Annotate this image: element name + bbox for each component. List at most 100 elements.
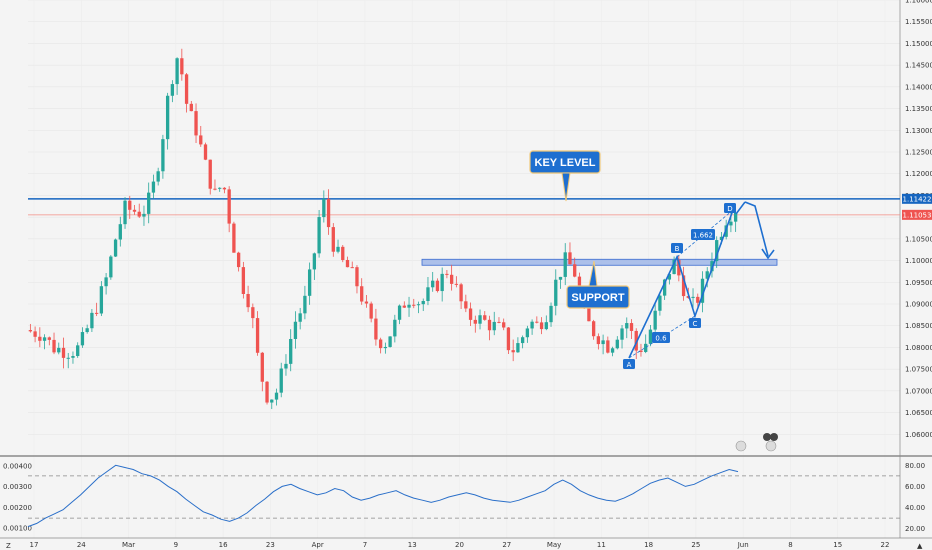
candle-body[interactable] — [440, 273, 444, 292]
candle-body[interactable] — [412, 304, 416, 306]
candle-body[interactable] — [393, 319, 397, 337]
candle-body[interactable] — [147, 192, 151, 214]
candle-body[interactable] — [710, 261, 714, 272]
candle-body[interactable] — [634, 330, 638, 351]
candle-body[interactable] — [610, 348, 615, 353]
candle-body[interactable] — [199, 135, 203, 145]
candle-body[interactable] — [397, 305, 402, 320]
candle-body[interactable] — [625, 323, 629, 329]
candle-body[interactable] — [454, 283, 459, 285]
candle-body[interactable] — [554, 279, 558, 306]
candle-body[interactable] — [686, 296, 690, 298]
candle-body[interactable] — [615, 339, 619, 349]
candle-body[interactable] — [284, 363, 288, 369]
candle-body[interactable] — [445, 273, 449, 275]
candle-body[interactable] — [161, 139, 165, 172]
candle-body[interactable] — [719, 236, 724, 241]
candle-body[interactable] — [525, 328, 530, 338]
point-d-marker[interactable] — [724, 203, 736, 213]
candle-body[interactable] — [331, 227, 335, 252]
candle-body[interactable] — [516, 343, 520, 353]
candle-body[interactable] — [156, 171, 160, 182]
key-level-callout[interactable]: KEY LEVEL — [529, 150, 601, 202]
candle-body[interactable] — [303, 295, 307, 314]
candle-body[interactable] — [85, 328, 89, 333]
candle-body[interactable] — [662, 279, 667, 296]
candle-body[interactable] — [194, 111, 198, 136]
candle-body[interactable] — [270, 399, 274, 403]
candle-body[interactable] — [563, 252, 567, 277]
candle-body[interactable] — [416, 304, 421, 306]
support-callout[interactable]: SUPPORT — [566, 260, 630, 309]
candle-body[interactable] — [468, 308, 473, 320]
candle-body[interactable] — [80, 332, 85, 346]
candle-body[interactable] — [407, 304, 411, 308]
candle-body[interactable] — [667, 274, 672, 280]
candle-body[interactable] — [511, 350, 515, 353]
candle-body[interactable] — [208, 159, 212, 189]
candle-body[interactable] — [449, 274, 454, 284]
time-axis[interactable]: 17 24 Mar 9 16 23 Apr 7 13 20 27 May 11 18 25 Jun 8 15 22 — [30, 541, 890, 549]
candle-body[interactable] — [478, 315, 482, 324]
candle-body[interactable] — [383, 346, 388, 349]
candle-body[interactable] — [322, 198, 326, 218]
candle-body[interactable] — [341, 246, 345, 260]
candle-body[interactable] — [502, 322, 506, 328]
candle-body[interactable] — [251, 307, 255, 319]
candle-body[interactable] — [66, 357, 70, 359]
candle-body[interactable] — [601, 340, 605, 345]
candle-body[interactable] — [180, 58, 184, 75]
candle-body[interactable] — [696, 296, 700, 303]
candle-body[interactable] — [289, 338, 293, 364]
candle-body[interactable] — [165, 95, 170, 140]
candle-body[interactable] — [644, 343, 648, 352]
candle-body[interactable] — [596, 336, 601, 345]
candle-body[interactable] — [577, 276, 582, 294]
candle-body[interactable] — [232, 223, 236, 253]
candle-body[interactable] — [535, 321, 539, 323]
candle-body[interactable] — [170, 84, 175, 96]
candle-body[interactable] — [132, 209, 137, 212]
candle-body[interactable] — [246, 293, 250, 308]
candle-body[interactable] — [61, 347, 66, 358]
candle-body[interactable] — [99, 286, 104, 314]
candle-body[interactable] — [184, 74, 189, 104]
candle-body[interactable] — [142, 213, 146, 217]
candle-body[interactable] — [568, 252, 572, 265]
candle-body[interactable] — [691, 296, 695, 298]
candle-body[interactable] — [104, 277, 108, 287]
flag-icon[interactable] — [763, 433, 771, 441]
candle-body[interactable] — [47, 337, 51, 340]
candle-body[interactable] — [255, 318, 260, 353]
candle-body[interactable] — [364, 301, 369, 304]
candle-body[interactable] — [128, 200, 132, 210]
candle-body[interactable] — [222, 187, 227, 190]
candle-body[interactable] — [274, 392, 279, 400]
candle-body[interactable] — [109, 256, 113, 278]
candle-body[interactable] — [558, 276, 563, 280]
candle-body[interactable] — [317, 217, 321, 254]
candle-body[interactable] — [549, 305, 553, 323]
candle-body[interactable] — [648, 329, 653, 344]
candle-body[interactable] — [307, 269, 312, 296]
candle-body[interactable] — [345, 259, 350, 268]
flag-icon[interactable] — [765, 440, 777, 452]
candle-body[interactable] — [137, 211, 141, 217]
candle-body[interactable] — [113, 239, 118, 257]
harmonic-pattern[interactable]: A B C D 1.662 0.6 — [623, 201, 775, 369]
candle-body[interactable] — [123, 200, 127, 225]
candle-body[interactable] — [587, 307, 591, 322]
flag-icon[interactable] — [770, 433, 778, 441]
candle-body[interactable] — [705, 271, 709, 279]
candle-body[interactable] — [336, 246, 340, 252]
candle-body[interactable] — [672, 259, 676, 275]
candle-body[interactable] — [241, 267, 246, 294]
candle-body[interactable] — [28, 330, 33, 332]
candle-body[interactable] — [94, 312, 99, 314]
candle-body[interactable] — [473, 319, 477, 324]
candle-body[interactable] — [293, 321, 298, 339]
point-c-marker[interactable] — [689, 318, 701, 328]
candle-body[interactable] — [620, 328, 624, 340]
candle-body[interactable] — [76, 345, 80, 357]
candle-body[interactable] — [151, 181, 156, 193]
